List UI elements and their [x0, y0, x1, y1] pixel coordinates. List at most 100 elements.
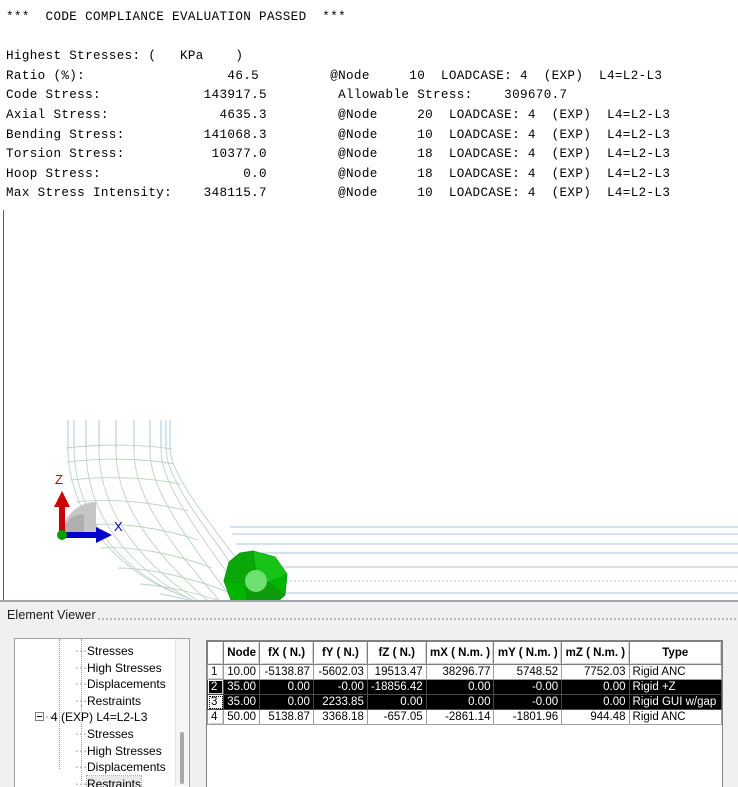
cell-fx[interactable]: 0.00 — [259, 694, 314, 710]
tree-item-label: 4 (EXP) L4=L2-L3 — [51, 710, 148, 725]
tree-item-label: Displacements — [87, 760, 166, 775]
cell-my[interactable]: 5748.52 — [493, 664, 563, 680]
tree-connector-line-branch-1 — [81, 639, 82, 705]
tree-item-displacements[interactable]: ⋯ Displacements — [15, 676, 178, 693]
column-header-fx[interactable]: fX ( N.) — [259, 641, 314, 665]
table-row[interactable]: 2 35.00 0.00 -0.00 -18856.42 0.00 -0.00 … — [207, 679, 722, 695]
cell-node[interactable]: 35.00 — [223, 694, 261, 710]
cell-mz[interactable]: 0.00 — [561, 679, 630, 695]
cell-fz[interactable]: 19513.47 — [366, 664, 427, 680]
tree-item-label: Stresses — [87, 644, 134, 658]
select-all-corner[interactable] — [207, 641, 225, 665]
element-viewer-group-header: Element Viewer — [0, 608, 738, 628]
load-case-tree[interactable]: ⋯ Stresses ⋯ High Stresses ⋯ Displacemen… — [14, 638, 190, 787]
table-row[interactable]: 4 50.00 5138.87 3368.18 -657.05 -2861.14… — [207, 709, 722, 725]
axis-label-x: X — [114, 519, 123, 534]
column-header-mz[interactable]: mZ ( N.m. ) — [561, 641, 630, 665]
cell-fy[interactable]: 3368.18 — [312, 709, 368, 725]
cell-fy[interactable]: 2233.85 — [312, 694, 368, 710]
cell-fy[interactable]: -0.00 — [312, 679, 368, 695]
cell-my[interactable]: -0.00 — [493, 694, 563, 710]
collapse-minus-icon[interactable] — [35, 712, 44, 722]
cell-mz[interactable]: 944.48 — [561, 709, 630, 725]
cell-fx[interactable]: 5138.87 — [259, 709, 314, 725]
vertical-pipe-wireframe — [67, 420, 171, 451]
cell-fz[interactable]: 0.00 — [366, 694, 427, 710]
tree-connector-dash-icon: ⋯ — [75, 660, 87, 675]
restraints-table: Node fX ( N.) fY ( N.) fZ ( N.) mX ( N.m… — [207, 641, 722, 725]
tree-item-restraints-2-selected[interactable]: ⋯ Restraints — [15, 774, 178, 787]
cell-fx[interactable]: -5138.87 — [259, 664, 314, 680]
cell-fy[interactable]: -5602.03 — [312, 664, 368, 680]
model-3d-viewport[interactable]: Z X — [0, 210, 738, 600]
column-header-fz[interactable]: fZ ( N.) — [366, 641, 427, 665]
tree-connector-line-branch-2 — [81, 705, 82, 781]
column-header-node[interactable]: Node — [223, 641, 261, 665]
tree-item-restraints[interactable]: ⋯ Restraints — [15, 693, 178, 710]
column-header-mx[interactable]: mX ( N.m. ) — [425, 641, 495, 665]
tree-vertical-scrollbar[interactable] — [175, 639, 189, 786]
elbow-mesh — [65, 444, 251, 600]
column-header-my[interactable]: mY ( N.m. ) — [493, 641, 563, 665]
cell-fz[interactable]: -657.05 — [366, 709, 427, 725]
tree-item-stresses-2[interactable]: ⋯ Stresses — [15, 726, 178, 743]
tree-item-high-stresses[interactable]: ⋯ High Stresses — [15, 660, 178, 677]
viewport-left-border — [3, 210, 4, 600]
dock-splitter[interactable] — [0, 600, 738, 602]
tree-item-label: Stresses — [87, 726, 134, 741]
tree-connector-dash-icon: ⋯ — [45, 710, 57, 725]
cell-my[interactable]: -0.00 — [493, 679, 563, 695]
tree-item-high-stresses-2[interactable]: ⋯ High Stresses — [15, 743, 178, 760]
tree-connector-dash-icon: ⋯ — [75, 726, 87, 741]
cell-type[interactable]: Rigid GUI w/gap — [628, 694, 722, 710]
row-header[interactable]: 3 — [207, 694, 225, 710]
tree-item-label: High Stresses — [87, 743, 162, 758]
axis-triad: Z X — [54, 472, 123, 543]
cell-mz[interactable]: 7752.03 — [561, 664, 630, 680]
tree-connector-dash-icon: ⋯ — [75, 693, 87, 708]
cell-fx[interactable]: 0.00 — [259, 679, 314, 695]
column-header-type[interactable]: Type — [628, 641, 722, 665]
cell-mx[interactable]: 0.00 — [425, 694, 495, 710]
restraints-data-grid[interactable]: Node fX ( N.) fY ( N.) fZ ( N.) mX ( N.m… — [206, 640, 723, 787]
cell-node[interactable]: 35.00 — [223, 679, 261, 695]
table-row[interactable]: 3 35.00 0.00 2233.85 0.00 0.00 -0.00 0.0… — [207, 694, 722, 710]
cell-mx[interactable]: 38296.77 — [425, 664, 495, 680]
cell-mx[interactable]: -2861.14 — [425, 709, 495, 725]
cell-mx[interactable]: 0.00 — [425, 679, 495, 695]
tree-item-displacements-2[interactable]: ⋯ Displacements — [15, 759, 178, 776]
row-header[interactable]: 1 — [207, 664, 225, 680]
tree-connector-line-root — [59, 639, 60, 769]
tree-item-loadcase-4-exp[interactable]: ⋯ 4 (EXP) L4=L2-L3 — [15, 709, 178, 726]
element-viewer-title: Element Viewer — [7, 608, 100, 622]
cell-my[interactable]: -1801.96 — [493, 709, 563, 725]
horizontal-pipe-wireframe — [230, 526, 738, 594]
tree-item-stresses[interactable]: ⋯ Stresses — [15, 643, 178, 660]
table-header-row: Node fX ( N.) fY ( N.) fZ ( N.) mX ( N.m… — [207, 641, 722, 665]
tree-connector-dash-icon: ⋯ — [75, 760, 87, 775]
tree-connector-dash-icon: ⋯ — [75, 776, 87, 787]
cell-node[interactable]: 50.00 — [223, 709, 261, 725]
tree-item-label: Restraints — [85, 774, 143, 787]
tree-item-label: Restraints — [87, 693, 142, 708]
report-text: *** CODE COMPLIANCE EVALUATION PASSED **… — [6, 10, 671, 201]
column-header-fy[interactable]: fY ( N.) — [312, 641, 368, 665]
row-header[interactable]: 4 — [207, 709, 225, 725]
tree-connector-dash-icon: ⋯ — [75, 644, 87, 658]
tree-scrollbar-thumb[interactable] — [180, 732, 184, 784]
tree-connector-dash-icon: ⋯ — [75, 743, 87, 758]
row-header[interactable]: 2 — [207, 679, 225, 695]
cell-mz[interactable]: 0.00 — [561, 694, 630, 710]
cell-fz[interactable]: -18856.42 — [366, 679, 427, 695]
cell-type[interactable]: Rigid +Z — [628, 679, 722, 695]
node-marker — [223, 550, 288, 600]
tree-connector-dash-icon: ⋯ — [75, 677, 87, 692]
pipe-model-graphics: Z X — [54, 420, 738, 600]
code-compliance-report-pane[interactable]: *** CODE COMPLIANCE EVALUATION PASSED **… — [0, 0, 738, 210]
group-separator-dots — [98, 618, 736, 622]
cell-type[interactable]: Rigid ANC — [628, 664, 722, 680]
tree-item-label: High Stresses — [87, 660, 162, 675]
cell-node[interactable]: 10.00 — [223, 664, 261, 680]
cell-type[interactable]: Rigid ANC — [628, 709, 722, 725]
table-row[interactable]: 1 10.00 -5138.87 -5602.03 19513.47 38296… — [207, 664, 722, 680]
